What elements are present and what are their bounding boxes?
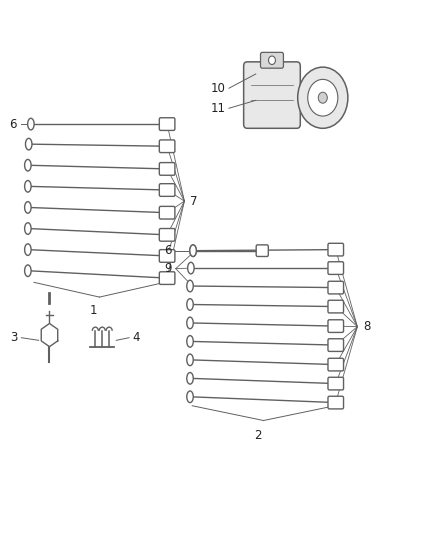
Ellipse shape <box>25 159 31 171</box>
Ellipse shape <box>187 391 193 402</box>
Circle shape <box>298 67 348 128</box>
Text: 10: 10 <box>211 82 226 95</box>
Ellipse shape <box>190 245 196 256</box>
FancyBboxPatch shape <box>261 52 283 68</box>
FancyBboxPatch shape <box>159 184 175 196</box>
FancyBboxPatch shape <box>328 300 343 313</box>
Circle shape <box>318 92 327 103</box>
FancyBboxPatch shape <box>328 396 343 409</box>
Ellipse shape <box>25 181 31 192</box>
Ellipse shape <box>187 280 193 292</box>
FancyBboxPatch shape <box>256 245 268 256</box>
FancyBboxPatch shape <box>328 377 343 390</box>
Text: 11: 11 <box>211 102 226 115</box>
Ellipse shape <box>187 298 193 310</box>
Ellipse shape <box>25 265 31 277</box>
Circle shape <box>308 79 338 116</box>
Ellipse shape <box>187 317 193 329</box>
Text: 2: 2 <box>254 429 261 442</box>
FancyBboxPatch shape <box>159 206 175 219</box>
FancyBboxPatch shape <box>159 140 175 152</box>
Text: 1: 1 <box>90 304 97 318</box>
FancyBboxPatch shape <box>328 281 343 294</box>
FancyBboxPatch shape <box>244 62 300 128</box>
Text: 6: 6 <box>164 244 171 257</box>
FancyBboxPatch shape <box>328 262 343 274</box>
FancyBboxPatch shape <box>159 272 175 285</box>
Ellipse shape <box>187 262 194 274</box>
Text: 7: 7 <box>190 195 197 207</box>
Ellipse shape <box>25 244 31 255</box>
Ellipse shape <box>190 245 196 256</box>
Circle shape <box>268 56 276 64</box>
Ellipse shape <box>187 354 193 366</box>
FancyBboxPatch shape <box>328 358 343 371</box>
FancyBboxPatch shape <box>159 118 175 131</box>
FancyBboxPatch shape <box>159 163 175 175</box>
FancyBboxPatch shape <box>328 320 343 333</box>
Polygon shape <box>41 324 58 346</box>
Ellipse shape <box>28 118 34 130</box>
FancyBboxPatch shape <box>328 243 343 256</box>
FancyBboxPatch shape <box>159 249 175 262</box>
Ellipse shape <box>187 336 193 347</box>
Text: 9: 9 <box>164 262 171 275</box>
Text: 6: 6 <box>10 118 17 131</box>
Ellipse shape <box>25 201 31 213</box>
Ellipse shape <box>25 139 32 150</box>
Ellipse shape <box>25 223 31 235</box>
Text: 3: 3 <box>11 331 18 344</box>
FancyBboxPatch shape <box>328 339 343 351</box>
Text: 8: 8 <box>363 320 371 333</box>
FancyBboxPatch shape <box>159 229 175 241</box>
Ellipse shape <box>187 373 193 384</box>
Text: 4: 4 <box>133 331 140 344</box>
